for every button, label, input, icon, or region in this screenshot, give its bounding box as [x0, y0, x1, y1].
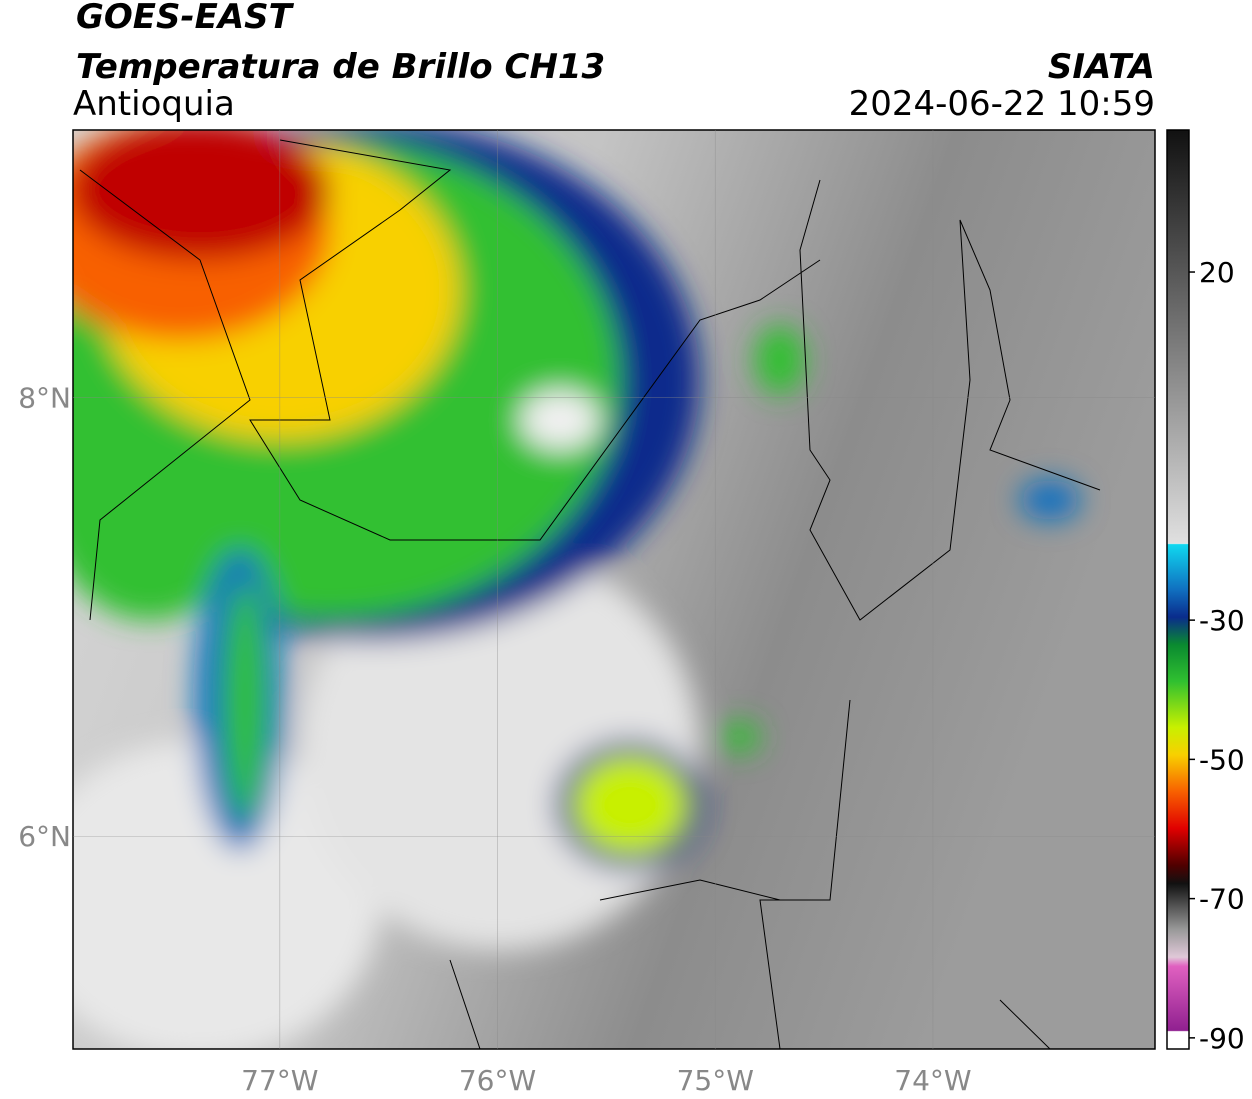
colorbar-tick-label: 20 — [1199, 256, 1235, 289]
colorbar — [1166, 129, 1190, 1050]
title: GOES-EAST — [76, 0, 295, 37]
x-tick-label: 74°W — [894, 1064, 971, 1097]
satellite-image — [73, 130, 1155, 1049]
colorbar-tick-label: -70 — [1199, 883, 1245, 916]
x-tick-label: 77°W — [241, 1064, 318, 1097]
colorbar-tick-label: -30 — [1199, 604, 1245, 637]
x-tick-label: 75°W — [677, 1064, 754, 1097]
y-tick-label: 8°N — [18, 382, 71, 415]
subtitle: Temperatura de Brillo CH13 — [76, 47, 605, 87]
y-tick-label: 6°N — [18, 820, 71, 853]
agency: SIATA — [1048, 47, 1155, 87]
colorbar-tick-label: -50 — [1199, 743, 1245, 776]
x-tick-label: 76°W — [459, 1064, 536, 1097]
region: Antioquia — [73, 84, 235, 124]
datetime: 2024-06-22 10:59 — [849, 84, 1155, 124]
map-frame — [72, 129, 1156, 1050]
colorbar-tick-label: -90 — [1199, 1022, 1245, 1055]
